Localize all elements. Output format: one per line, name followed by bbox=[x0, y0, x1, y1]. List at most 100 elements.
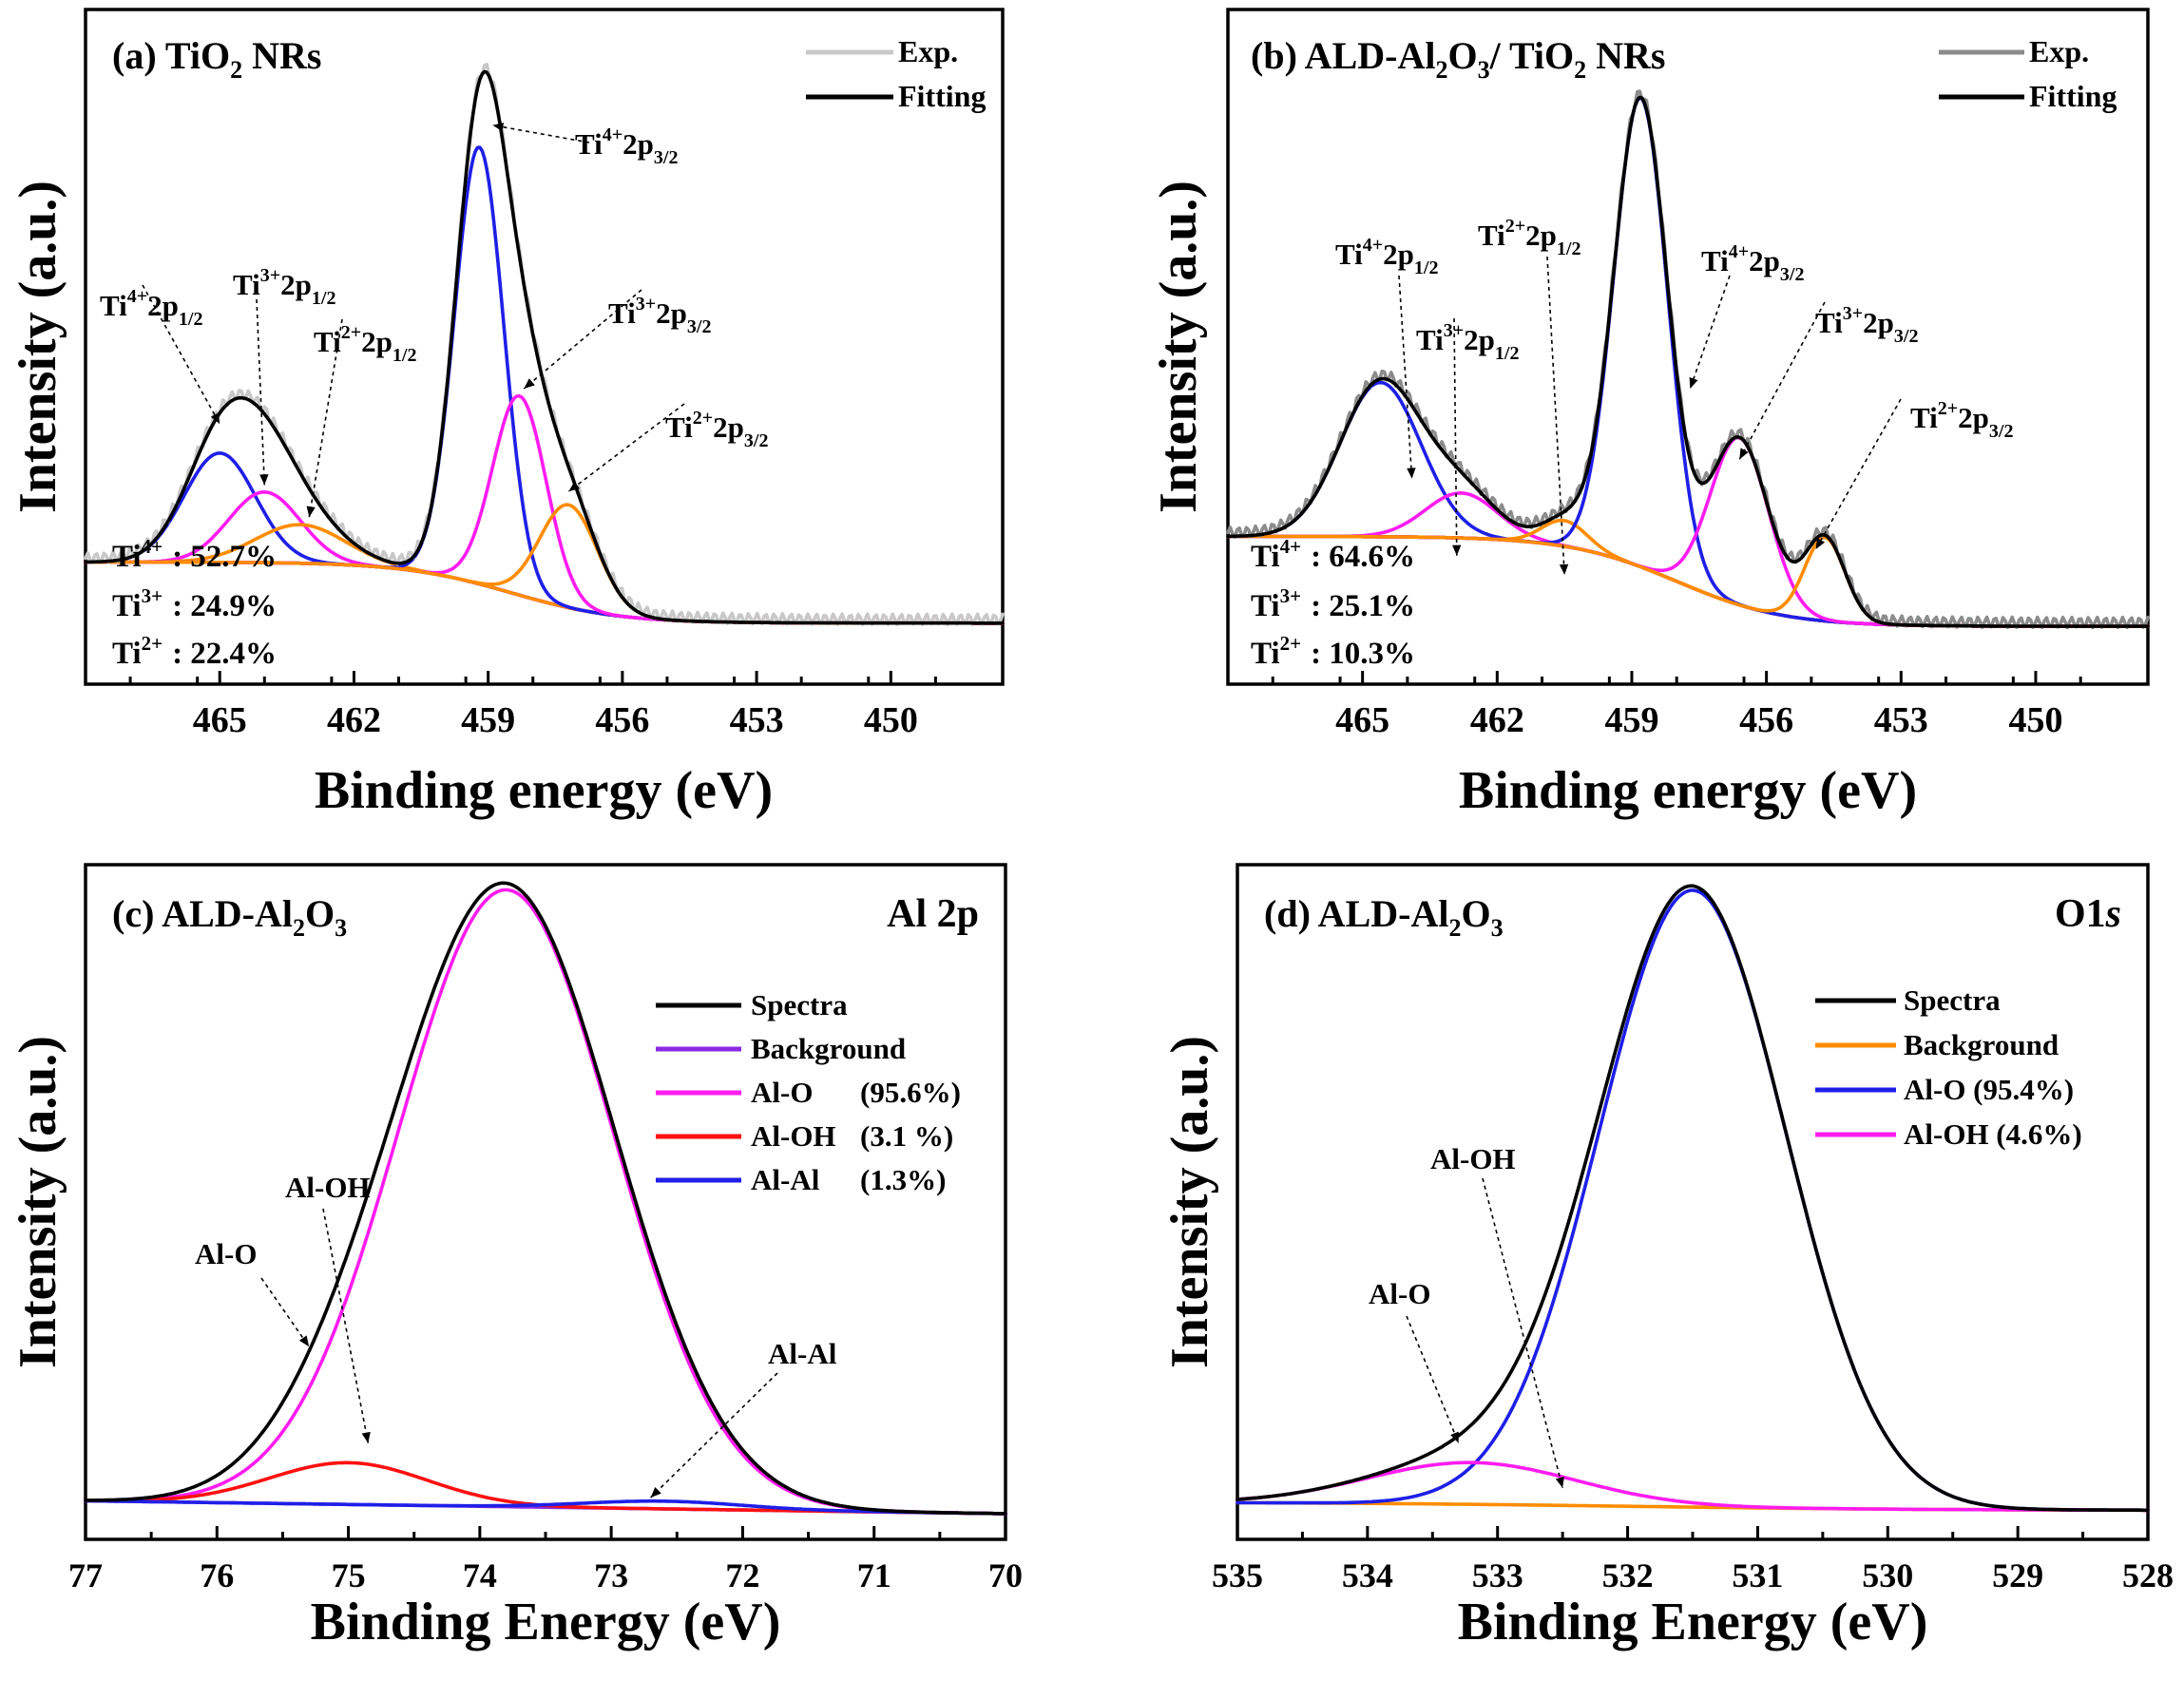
label-ti4-2p12: Ti4+2p1/2 bbox=[1335, 235, 1438, 278]
component-al-oh bbox=[1236, 1460, 2150, 1513]
x-tick-label: 534 bbox=[1342, 1556, 1393, 1594]
panel-d-frame bbox=[1236, 863, 2150, 1541]
panel-b-arrows bbox=[1398, 256, 1902, 576]
label-al-o: Al-O bbox=[1369, 1277, 1430, 1310]
legend-label-background: Background bbox=[751, 1032, 906, 1065]
x-tick-label: 462 bbox=[327, 700, 381, 740]
component-al-al bbox=[84, 1499, 1007, 1516]
panel-b-percentages: Ti4+: 64.6% Ti3+: 25.1% Ti2+: 10.3% bbox=[1251, 535, 1415, 671]
panel-b-title: (b) ALD-Al2O3/ TiO2 NRs bbox=[1251, 34, 1666, 84]
panel-a-frame bbox=[84, 8, 1005, 686]
annotation-arrow bbox=[142, 284, 220, 425]
annotation-arrowhead bbox=[492, 123, 505, 132]
x-tick-label: 528 bbox=[2122, 1556, 2174, 1594]
annotation-arrowhead bbox=[1407, 468, 1416, 479]
annotation-arrow bbox=[260, 1277, 310, 1347]
panel-d: 535 534 533 532 531 530 529 528 (d) ALD-Al2O3 O… bbox=[1160, 863, 2174, 1651]
spectra-line bbox=[84, 881, 1007, 1516]
annotation-arrow bbox=[322, 1208, 370, 1443]
annotation-arrow bbox=[1453, 317, 1458, 556]
label-ti3-2p32: Ti3+2p3/2 bbox=[1815, 303, 1918, 347]
label-ti2-2p12: Ti2+2p1/2 bbox=[314, 322, 416, 366]
legend-label-al-o: Al-O (95.4%) bbox=[1904, 1073, 2074, 1106]
legend-pct-al-al: (1.3%) bbox=[860, 1163, 946, 1196]
component-al-o bbox=[84, 888, 1007, 1516]
legend-pct-al-oh: (3.1 %) bbox=[860, 1119, 953, 1153]
panel-c-legend: Spectra Background Al-O (95.6%) Al-OH (3… bbox=[656, 988, 961, 1196]
x-tick-label: 450 bbox=[2008, 700, 2062, 740]
legend-label-fitting: Fitting bbox=[2029, 79, 2117, 113]
x-tick-label: 70 bbox=[988, 1556, 1023, 1594]
annotation-arrowhead bbox=[1452, 544, 1462, 556]
panel-c: 77 76 75 74 73 72 71 70 (c) ALD-Al2O3 Al 2p Spe… bbox=[9, 863, 1023, 1651]
label-ti4-2p12: Ti4+2p1/2 bbox=[100, 286, 202, 330]
panel-c-title: (c) ALD-Al2O3 bbox=[112, 892, 347, 942]
annotation-arrow bbox=[650, 1372, 778, 1499]
panel-a-arrows bbox=[142, 123, 685, 518]
x-tick-label: 531 bbox=[1732, 1556, 1783, 1594]
x-tick-label: 459 bbox=[1604, 700, 1658, 740]
panel-b-frame bbox=[1226, 8, 2150, 686]
label-al-o: Al-O bbox=[195, 1237, 257, 1270]
annotation-arrowhead bbox=[259, 474, 269, 486]
panel-c-frame bbox=[84, 863, 1007, 1541]
pct-ti3: Ti3+: 25.1% bbox=[1251, 584, 1415, 623]
legend-label-exp: Exp. bbox=[2029, 34, 2089, 68]
annotation-arrow bbox=[492, 124, 590, 143]
panel-b-curves bbox=[1226, 89, 2150, 630]
label-ti2-2p32: Ti2+2p3/2 bbox=[665, 408, 768, 451]
label-ti3-2p12: Ti3+2p1/2 bbox=[1416, 320, 1519, 364]
annotation-arrowhead bbox=[650, 1486, 661, 1499]
annotation-arrowhead bbox=[1450, 1431, 1459, 1443]
panel-a-title: (a) TiO2 NRs bbox=[112, 34, 321, 84]
x-tick-label: 450 bbox=[864, 700, 918, 740]
annotation-arrowhead bbox=[568, 481, 581, 492]
label-ti2-2p32: Ti2+2p3/2 bbox=[1910, 398, 2013, 442]
label-ti3-2p32: Ti3+2p3/2 bbox=[608, 294, 711, 337]
panel-a: 465 462 459 456 453 450 (a) TiO2 NRs Exp. Fit… bbox=[9, 8, 1005, 820]
annotation-arrow bbox=[1738, 301, 1826, 460]
legend-label-fitting: Fitting bbox=[898, 79, 986, 113]
label-al-oh: Al-OH bbox=[1430, 1142, 1516, 1175]
panel-b-x-label: Binding energy (eV) bbox=[1459, 761, 1917, 820]
x-tick-label: 456 bbox=[1739, 700, 1793, 740]
annotation-arrow bbox=[1398, 275, 1413, 479]
x-tick-label: 532 bbox=[1602, 1556, 1654, 1594]
legend-label-spectra: Spectra bbox=[1904, 983, 2001, 1017]
x-tick-label: 72 bbox=[725, 1556, 759, 1594]
legend-label-exp: Exp. bbox=[898, 34, 958, 68]
panel-d-legend: Spectra Background Al-O (95.4%) Al-OH (4… bbox=[1815, 983, 2082, 1151]
x-tick-label: 71 bbox=[857, 1556, 891, 1594]
panel-a-legend: Exp. Fitting bbox=[806, 34, 986, 113]
annotation-arrow bbox=[308, 318, 343, 518]
legend-label-al-oh: Al-OH (4.6%) bbox=[1904, 1117, 2082, 1151]
annotation-arrow bbox=[1406, 1315, 1460, 1443]
annotation-arrowhead bbox=[1689, 376, 1698, 389]
annotation-arrow bbox=[256, 298, 266, 486]
x-tick-label: 74 bbox=[463, 1556, 497, 1594]
panel-a-percentages: Ti4+: 52.7% Ti3+: 24.9% Ti2+: 22.4% bbox=[112, 535, 277, 671]
x-tick-label: 533 bbox=[1472, 1556, 1523, 1594]
fitting-line bbox=[84, 69, 1005, 625]
annotation-arrow bbox=[1546, 256, 1565, 576]
legend-label-spectra: Spectra bbox=[751, 988, 848, 1021]
x-tick-label: 453 bbox=[730, 700, 784, 740]
panel-a-y-label: Intensity (a.u.) bbox=[9, 181, 67, 513]
x-tick-label: 453 bbox=[1874, 700, 1928, 740]
x-tick-label: 530 bbox=[1862, 1556, 1913, 1594]
panel-d-corner-label: O1s bbox=[2055, 892, 2121, 936]
label-al-oh: Al-OH bbox=[285, 1171, 371, 1204]
annotation-arrowhead bbox=[210, 412, 220, 425]
panel-a-x-ticks: 465 462 459 456 453 450 bbox=[128, 671, 1005, 740]
panel-d-annotations: Al-O Al-OH bbox=[1369, 1142, 1516, 1310]
label-ti2-2p12: Ti2+2p1/2 bbox=[1478, 216, 1581, 259]
panel-c-annotations: Al-O Al-OH Al-Al bbox=[195, 1171, 837, 1370]
panel-c-x-ticks: 77 76 75 74 73 72 71 70 bbox=[68, 1526, 1023, 1594]
panel-d-arrows bbox=[1406, 1177, 1564, 1489]
panel-b-y-label: Intensity (a.u.) bbox=[1149, 181, 1208, 513]
panel-d-x-label: Binding Energy (eV) bbox=[1458, 1593, 1928, 1651]
pct-ti2: Ti2+: 22.4% bbox=[112, 632, 277, 671]
panel-c-x-label: Binding Energy (eV) bbox=[311, 1593, 781, 1651]
x-tick-label: 76 bbox=[200, 1556, 234, 1594]
